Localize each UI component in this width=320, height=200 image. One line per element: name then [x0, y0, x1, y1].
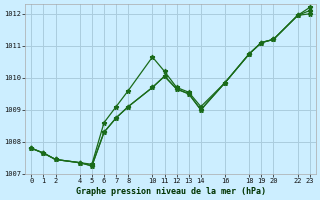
X-axis label: Graphe pression niveau de la mer (hPa): Graphe pression niveau de la mer (hPa) — [76, 187, 266, 196]
